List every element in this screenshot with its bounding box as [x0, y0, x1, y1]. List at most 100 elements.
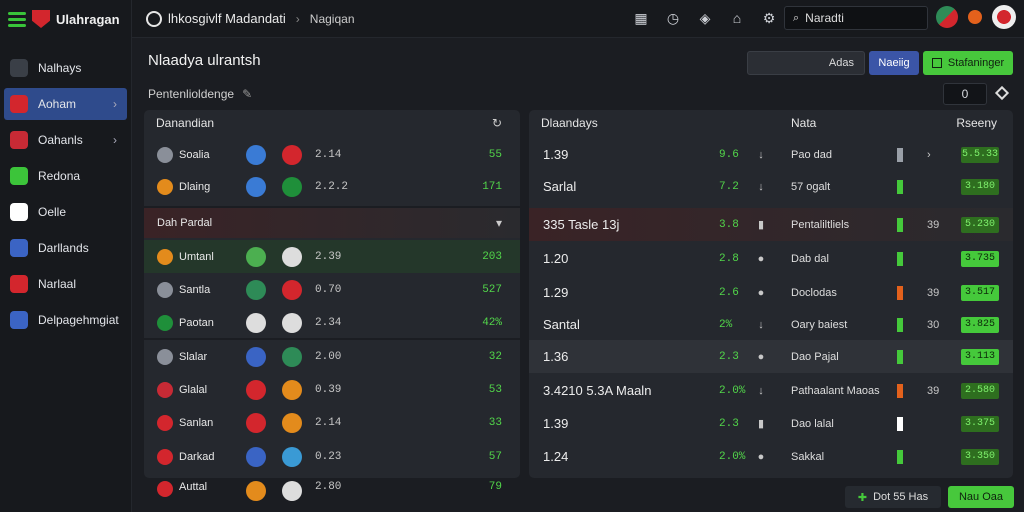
match-row[interactable]: Paotan 2.34 42% [144, 306, 520, 339]
match-odds: 32 [488, 350, 502, 363]
market-note: Pentaliltliels [791, 218, 850, 231]
team-name: Auttal [179, 481, 208, 493]
team-name: Paotan [179, 316, 214, 329]
price-badge[interactable]: 3.113 [961, 348, 999, 365]
action-blue-button[interactable]: Naeiig [869, 51, 919, 75]
market-row[interactable]: 1.29 2.6 ● Doclodas 39 3.517 [529, 276, 1013, 309]
flag-away-icon [282, 246, 302, 267]
action-green-button[interactable]: Stafaninger [923, 51, 1013, 75]
market-value: 1.29 [543, 285, 569, 300]
sidebar-item-5[interactable]: Darllands [4, 232, 127, 264]
footer-primary-button[interactable]: Nau Oaa [948, 486, 1014, 508]
col-dlaandays: Dlaandays [541, 116, 598, 130]
match-score: 2.00 [315, 350, 342, 363]
match-score: 2.14 [315, 416, 342, 429]
top-bar: lhkosgivlf Madandati › Nagiqan ▦ ◷ ◈ ⌂ ⚙… [132, 0, 1024, 38]
extra-match-row[interactable]: Auttal 2.80 79 [144, 481, 520, 512]
price-badge[interactable]: 3.350 [961, 448, 999, 465]
match-row[interactable]: Glalal 0.39 53 [144, 373, 520, 406]
footer-secondary-button[interactable]: ✚ Dot 55 Has [845, 486, 941, 508]
breadcrumb-current[interactable]: Nagiqan [309, 11, 355, 26]
price-badge[interactable]: 5.230 [961, 216, 999, 233]
price-badge[interactable]: 3.825 [961, 316, 999, 333]
sidebar-item-3[interactable]: Redona [4, 160, 127, 192]
gear-icon[interactable]: ⚙ [762, 10, 776, 26]
market-change: 2.3 [719, 417, 739, 430]
match-row[interactable]: Dlaing 2.2.2 171 [144, 170, 520, 203]
market-note: Pathaalant Maoas [791, 384, 880, 397]
price-badge[interactable]: 3.735 [961, 250, 999, 267]
location-icon[interactable]: ◈ [699, 10, 711, 26]
price-badge[interactable]: 3.517 [961, 284, 999, 301]
match-row[interactable]: Sanlan 2.14 33 [144, 406, 520, 439]
flag-away-icon [282, 481, 302, 501]
market-row[interactable]: 1.36 2.3 ● Dao Pajal 3.113 [529, 340, 1013, 373]
sidebar-item-0[interactable]: Nalhays [4, 52, 127, 84]
market-row[interactable]: 1.39 9.6 ↓ Pao dad › 5.5.33 [529, 138, 1013, 171]
status-bar [897, 383, 903, 398]
market-value: 1.24 [543, 449, 569, 464]
price-badge[interactable]: 5.5.33 [961, 146, 999, 163]
match-odds: 33 [488, 416, 502, 429]
status-bar [897, 416, 903, 431]
sidebar-item-6[interactable]: Narlaal [4, 268, 127, 300]
market-flag: 39 [927, 218, 940, 231]
sidebar-item-7[interactable]: Delpagehmgiat [4, 304, 127, 336]
market-flag: › [927, 148, 931, 161]
sidebar-item-1[interactable]: Aoham › [4, 88, 127, 120]
circle-icon [10, 203, 28, 221]
market-change: 3.8 [719, 218, 739, 231]
team-name: Darkad [179, 450, 215, 463]
market-change: 2% [719, 318, 733, 331]
match-row[interactable]: Darkad 0.23 57 [144, 440, 520, 473]
counter-field[interactable]: 0 [943, 83, 987, 105]
price-badge[interactable]: 3.375 [961, 415, 999, 432]
menu-icon[interactable] [8, 11, 26, 27]
market-row[interactable]: 335 Tasle 13j 3.8 ▮ Pentaliltliels 39 5.230 [529, 208, 1013, 241]
grid-icon[interactable]: ▦ [634, 10, 648, 26]
notification-icon[interactable] [968, 10, 982, 24]
action-bar: Adas Naeiig Stafaninger [747, 51, 1013, 75]
trend-icon: ● [757, 286, 765, 299]
shield-logo-icon [32, 10, 50, 28]
trend-icon: ● [757, 450, 765, 463]
home-icon[interactable]: ⌂ [732, 10, 742, 26]
clock-icon[interactable]: ◷ [666, 10, 680, 26]
sidebar-item-label: Redona [38, 169, 81, 183]
pencil-icon[interactable]: ✎ [242, 87, 253, 101]
trend-icon: ↓ [758, 318, 764, 331]
match-row[interactable]: Santla 0.70 527 [144, 273, 520, 306]
diamond-icon[interactable] [994, 85, 1010, 101]
team-badge-icon [157, 448, 173, 465]
breadcrumb-root[interactable]: lhkosgivlf Madandati [168, 11, 286, 26]
team-badge-icon [157, 146, 173, 163]
market-row[interactable]: 1.20 2.8 ● Dab dal 3.735 [529, 242, 1013, 275]
market-row[interactable]: Santal 2% ↓ Oary baiest 30 3.825 [529, 308, 1013, 341]
match-row[interactable]: Umtanl 2.39 203 [144, 240, 520, 273]
match-row[interactable]: Soalia 2.14 55 [144, 138, 520, 171]
price-badge[interactable]: 3.180 [961, 178, 999, 195]
col-nata: Nata [791, 116, 817, 130]
section-divider [144, 206, 520, 208]
flag-home-icon [246, 446, 266, 467]
market-row[interactable]: 3.4210 5.3A Maaln 2.0% ↓ Pathaalant Maoas 39… [529, 374, 1013, 407]
sidebar-item-label: Aoham [38, 97, 77, 111]
refresh-icon[interactable]: ↻ [491, 116, 502, 130]
market-row[interactable]: 1.24 2.0% ● Sakkal 3.350 [529, 440, 1013, 473]
market-row[interactable]: Sarlal 7.2 ↓ 57 ogalt 3.180 [529, 170, 1013, 203]
match-row[interactable]: Slalar 2.00 32 [144, 340, 520, 373]
sidebar-item-2[interactable]: Oahanls › [4, 124, 127, 156]
search-box[interactable]: ⌕ [784, 6, 928, 30]
action-dark-button[interactable]: Adas [747, 51, 865, 75]
sidebar-item-label: Narlaal [38, 277, 77, 291]
market-row[interactable]: 1.39 2.3 ▮ Dao lalal 3.375 [529, 407, 1013, 440]
club-crest-icon[interactable] [936, 6, 958, 28]
diamond-icon [10, 239, 28, 257]
flag-home-icon [246, 412, 266, 433]
flag-home-icon [246, 246, 266, 267]
section-header-row[interactable]: Dah Pardal ▾ [144, 208, 520, 238]
sidebar-item-4[interactable]: Oelle [4, 196, 127, 228]
search-input[interactable] [805, 11, 906, 25]
avatar[interactable] [992, 5, 1016, 29]
price-badge[interactable]: 2.580 [961, 382, 999, 399]
